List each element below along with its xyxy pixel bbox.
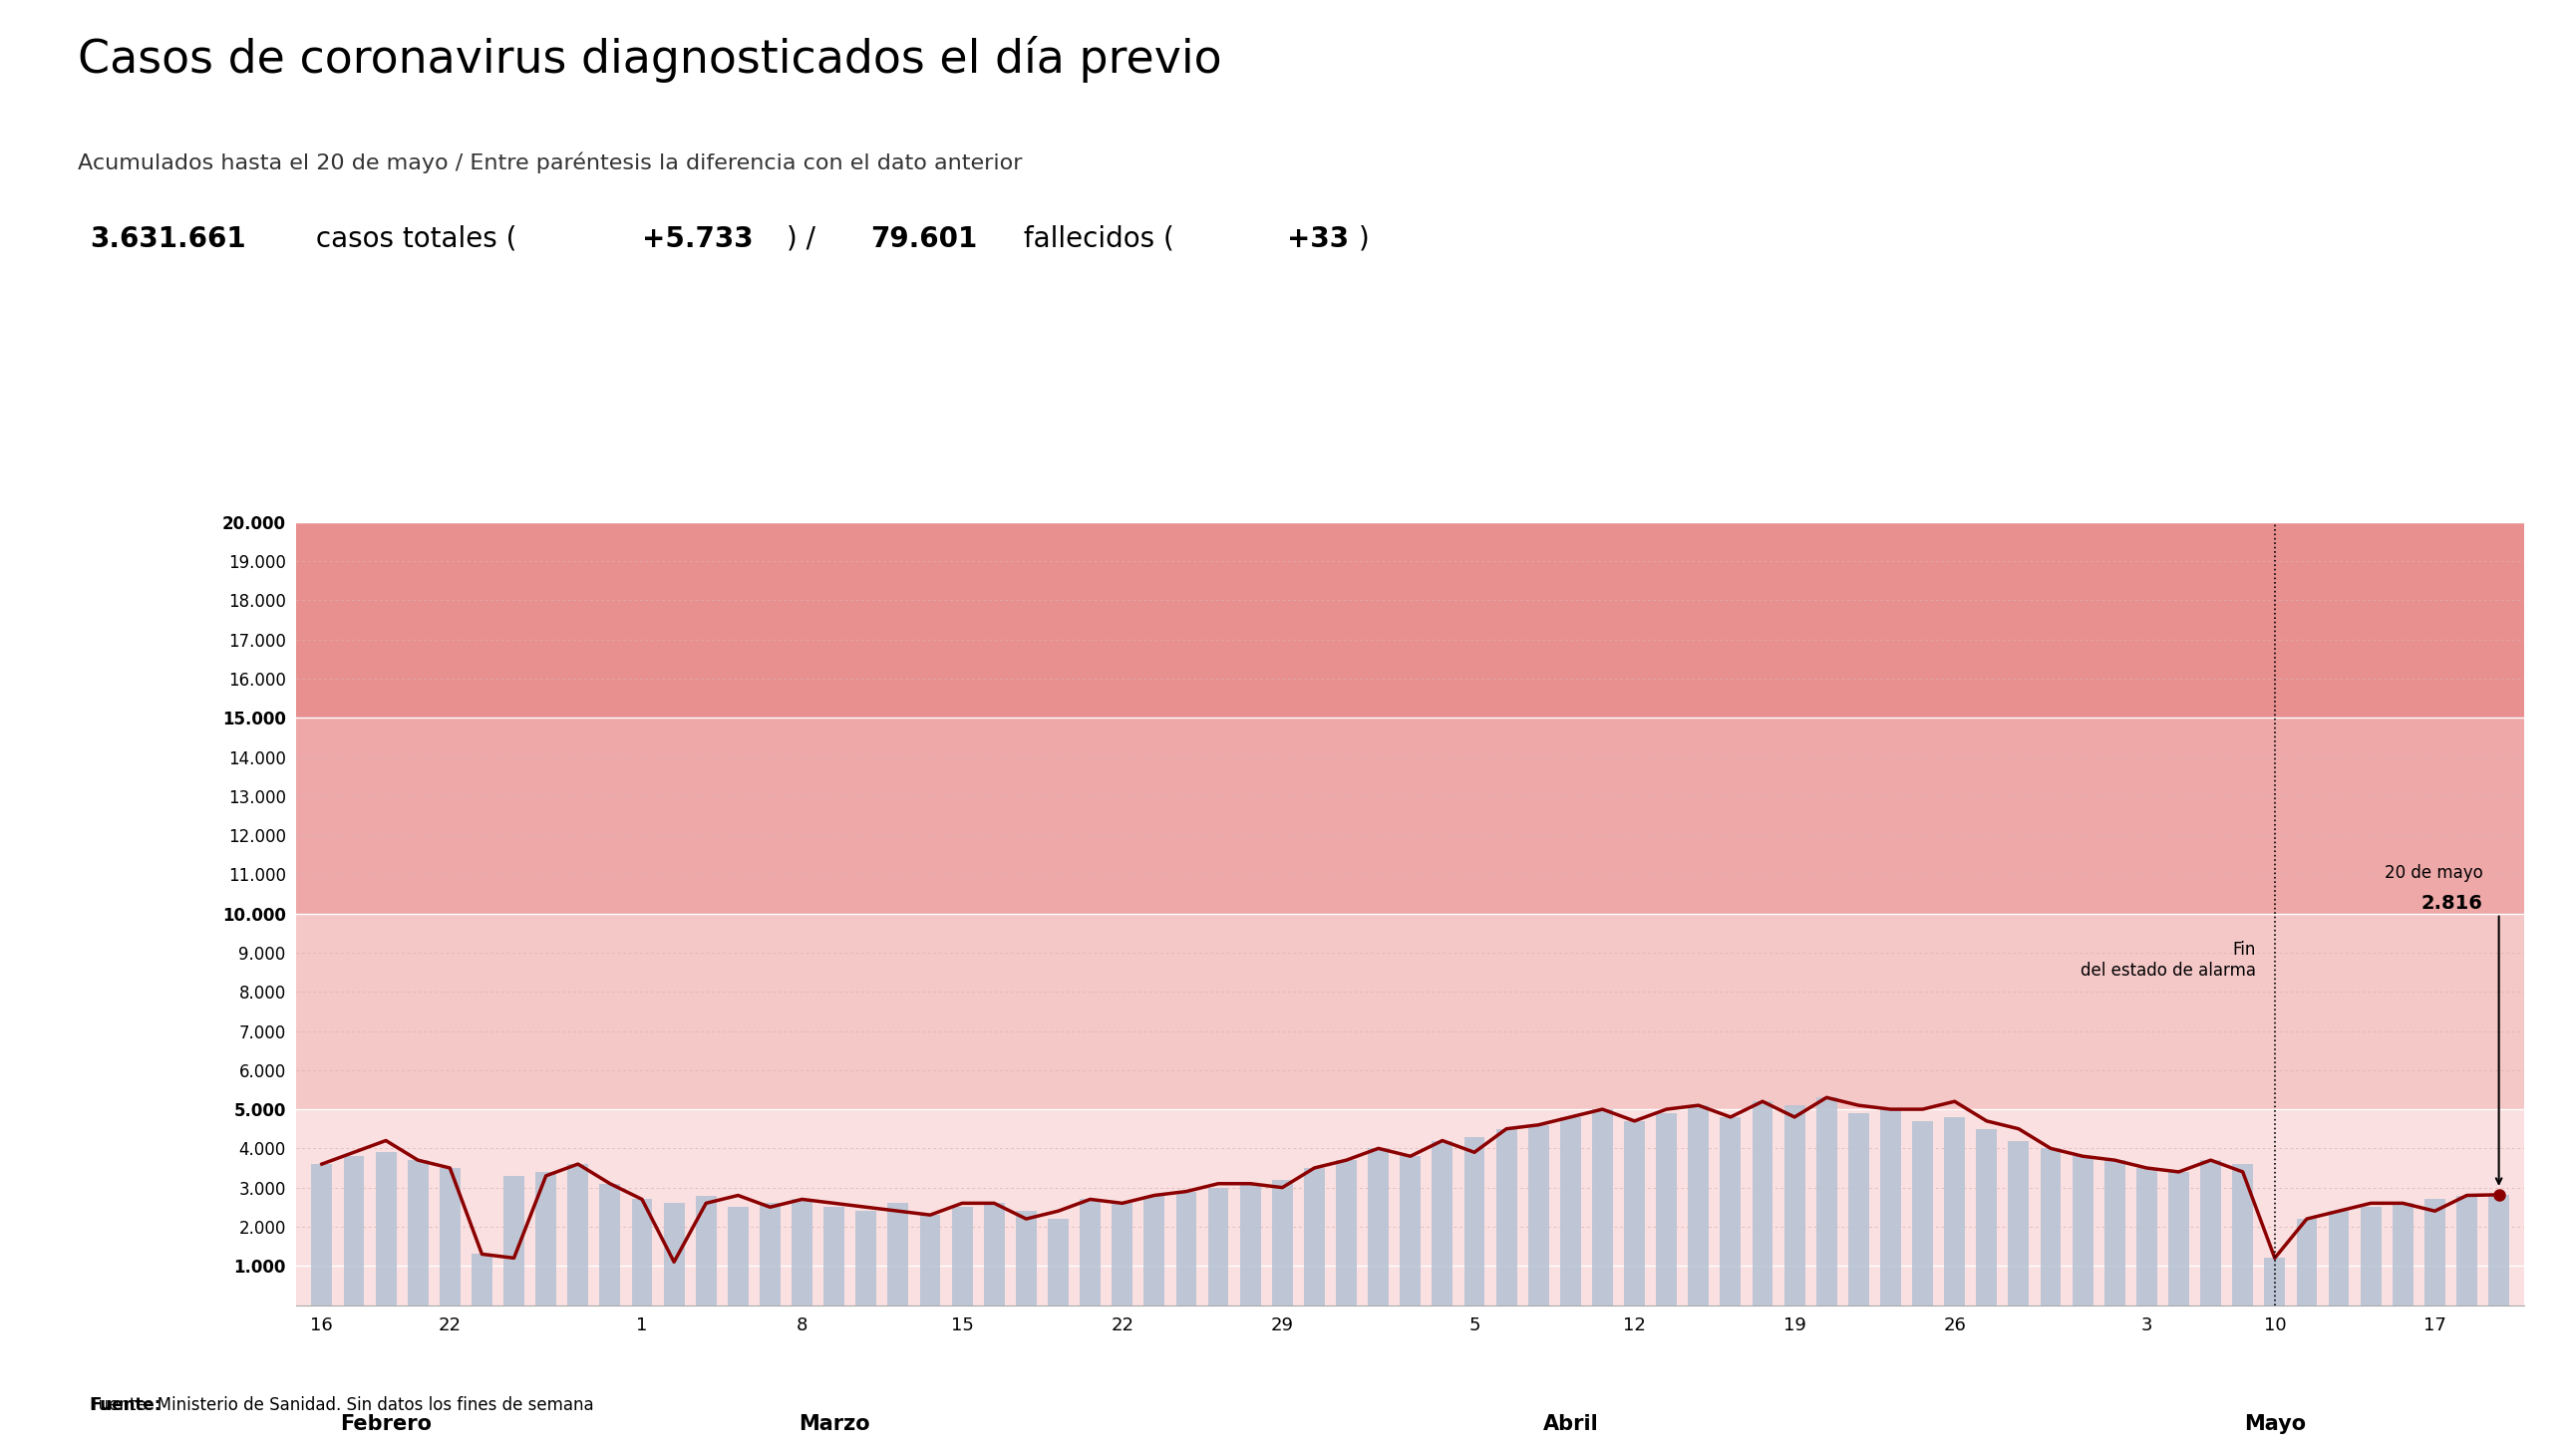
Bar [1463,1137,1484,1305]
Bar [343,1156,363,1305]
Bar [1561,1117,1582,1305]
Text: Casos de coronavirus diagnosticados el día previo: Casos de coronavirus diagnosticados el d… [77,36,1221,83]
Bar [1368,1148,1388,1305]
Bar [536,1172,556,1305]
Bar [1785,1105,1806,1305]
Bar [696,1195,716,1305]
Bar [1337,1160,1358,1305]
Text: Fuente: Ministerio de Sanidad. Sin datos los fines de semana: Fuente: Ministerio de Sanidad. Sin datos… [90,1396,595,1414]
Bar [1623,1121,1646,1305]
Text: 3.631.661: 3.631.661 [90,225,247,252]
Bar [2458,1195,2478,1305]
Bar [2488,1195,2509,1305]
Text: 2.816: 2.816 [2421,893,2483,914]
Text: casos totales (: casos totales ( [307,225,518,252]
Bar [920,1215,940,1305]
Bar [440,1167,461,1305]
Bar [471,1254,492,1305]
Bar [2393,1203,2414,1305]
Bar [1399,1156,1422,1305]
Bar [665,1203,685,1305]
Bar [1592,1109,1613,1305]
Bar [1048,1219,1069,1305]
Text: Abril: Abril [1543,1415,1597,1434]
Bar [1273,1180,1293,1305]
Bar [1079,1199,1100,1305]
Bar [2105,1160,2125,1305]
Text: 20 de mayo: 20 de mayo [2385,864,2483,882]
Bar [1497,1128,1517,1305]
Bar [2169,1172,2190,1305]
Bar [1113,1203,1133,1305]
Bar [1528,1125,1548,1305]
Text: +33: +33 [1285,225,1347,252]
Bar [951,1206,974,1305]
Bar [502,1176,526,1305]
Text: Marzo: Marzo [799,1415,871,1434]
Bar [631,1199,652,1305]
Bar [296,522,2524,718]
Bar [1144,1195,1164,1305]
Text: Fin
del estado de alarma: Fin del estado de alarma [2079,941,2257,980]
Text: ): ) [1358,225,1370,252]
Bar [1752,1102,1772,1305]
Bar [1945,1117,1965,1305]
Bar [1816,1098,1837,1305]
Text: Fuente:: Fuente: [90,1396,162,1414]
Bar [984,1203,1005,1305]
Bar [791,1199,811,1305]
Text: Mayo: Mayo [2244,1415,2306,1434]
Bar [1432,1141,1453,1305]
Bar [2424,1199,2445,1305]
Bar [296,1109,2524,1305]
Bar [2360,1206,2380,1305]
Bar [824,1206,845,1305]
Bar [2295,1219,2318,1305]
Bar [376,1153,397,1305]
Text: Acumulados hasta el 20 de mayo / Entre paréntesis la diferencia con el dato ante: Acumulados hasta el 20 de mayo / Entre p… [77,152,1023,174]
Bar [889,1203,909,1305]
Text: Febrero: Febrero [340,1415,433,1434]
Bar [296,914,2524,1109]
Text: 79.601: 79.601 [871,225,976,252]
Bar [855,1211,876,1305]
Bar [2264,1259,2285,1305]
Bar [1721,1117,1741,1305]
Bar [600,1183,621,1305]
Bar [760,1203,781,1305]
Bar [296,718,2524,914]
Bar [1976,1128,1996,1305]
Bar [2233,1164,2254,1305]
Bar [2329,1211,2349,1305]
Bar [1847,1114,1870,1305]
Bar [2200,1160,2221,1305]
Bar [2040,1148,2061,1305]
Bar [567,1164,587,1305]
Bar [2009,1141,2030,1305]
Text: fallecidos (: fallecidos ( [1015,225,1175,252]
Text: ) /: ) / [786,225,824,252]
Bar [1015,1211,1036,1305]
Bar [1175,1192,1198,1305]
Bar [726,1206,750,1305]
Bar [2136,1167,2156,1305]
Bar [1239,1183,1260,1305]
Text: +5.733: +5.733 [641,225,752,252]
Bar [312,1164,332,1305]
Bar [1656,1114,1677,1305]
Bar [1208,1188,1229,1305]
Bar [1303,1167,1324,1305]
Bar [407,1160,428,1305]
Bar [1880,1109,1901,1305]
Bar [1687,1105,1708,1305]
Bar [1911,1121,1932,1305]
Bar [2071,1156,2094,1305]
